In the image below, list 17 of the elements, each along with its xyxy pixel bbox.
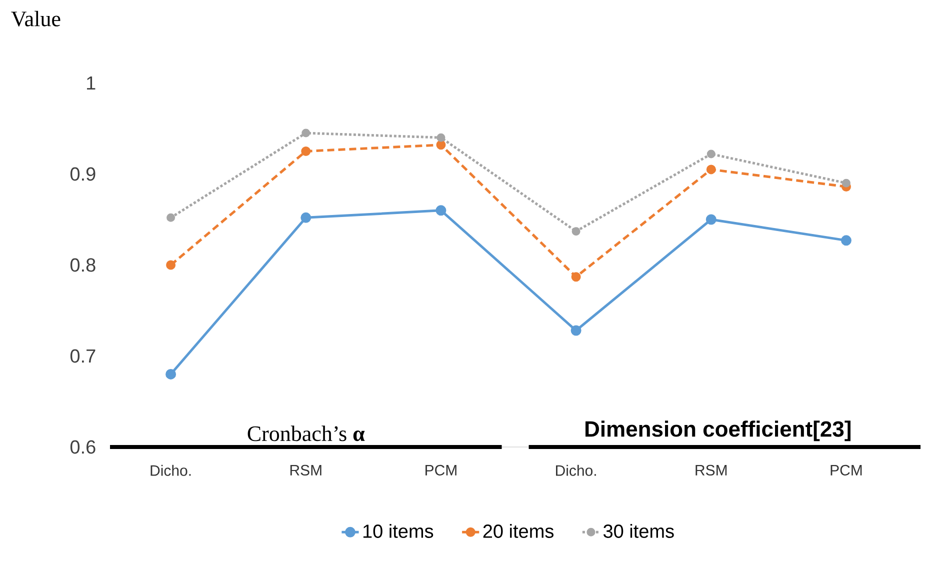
annotation: Cronbach’s α xyxy=(248,426,365,442)
x-tick-label: PCM xyxy=(426,464,456,476)
x-tick-label: RSM xyxy=(290,464,322,476)
x-tick-label: PCM xyxy=(830,464,862,476)
x-tick-label: RSM xyxy=(696,464,727,476)
annotation: Dimension coefficient[23] xyxy=(586,420,850,442)
legend-label: 30 items xyxy=(603,524,674,538)
x-tick-label: Dicho. xyxy=(556,464,596,476)
y-axis-title: Value xyxy=(11,10,60,26)
y-tick-label: 0.9 xyxy=(70,167,96,181)
y-tick-label: 0.6 xyxy=(70,440,96,454)
x-tick-label: Dicho. xyxy=(150,464,191,476)
legend-label: 20 items xyxy=(483,524,554,538)
y-tick-label: 0.7 xyxy=(70,349,96,363)
y-tick-label: 0.8 xyxy=(70,258,96,272)
y-tick-label: 1 xyxy=(87,76,96,90)
legend-label: 10 items xyxy=(363,524,434,538)
